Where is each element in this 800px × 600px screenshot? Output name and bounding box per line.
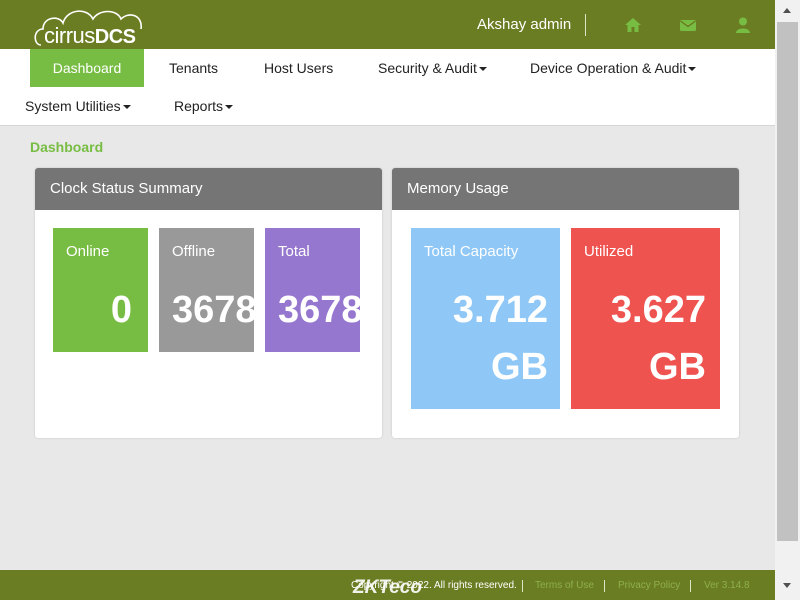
utilized-tile[interactable]: Utilized 3.627 GB [571,228,720,409]
user-icon[interactable] [734,16,752,34]
caret-down-icon [478,67,487,72]
memory-usage-title: Memory Usage [392,168,739,210]
scrollbar-thumb[interactable] [777,22,798,541]
total-capacity-unit: GB [491,346,548,388]
copyright-text: Copyright © 2022. All rights reserved. [351,580,517,591]
zkteco-logo: ZKTeco [353,577,422,598]
nav-device-operation-audit[interactable]: Device Operation & Audit [530,49,697,87]
utilized-value: 3.627 [610,289,706,331]
online-label: Online [66,243,110,260]
offline-value: 3678 [172,289,254,331]
total-label: Total [278,243,310,260]
total-tile[interactable]: Total 3678 [265,228,360,352]
clock-status-title: Clock Status Summary [35,168,382,210]
clock-status-panel: Clock Status Summary Online 0 Offline 36… [35,168,382,438]
terms-of-use-link[interactable]: Terms of Use [535,580,594,591]
nav-system-utilities[interactable]: System Utilities [25,87,131,125]
caret-down-icon [225,105,234,110]
utilized-unit: GB [649,346,706,388]
scroll-down-arrow-icon[interactable] [783,583,791,588]
total-value: 3678 [278,289,360,331]
nav-tenants[interactable]: Tenants [169,60,219,76]
nav-security-audit[interactable]: Security & Audit [378,49,487,87]
total-capacity-tile[interactable]: Total Capacity 3.712 GB [411,228,560,409]
cloud-icon [34,10,142,46]
footer: ZKTeco Copyright © 2022. All rights rese… [0,570,775,600]
offline-tile[interactable]: Offline 3678 [159,228,254,352]
header-divider [585,14,586,36]
scroll-up-arrow-icon[interactable] [783,8,791,13]
cirrusdcs-logo[interactable]: cirrusDCS [33,5,145,48]
footer-divider [604,580,605,592]
envelope-icon[interactable] [679,16,697,34]
nav-reports[interactable]: Reports [174,87,234,125]
top-bar: cirrusDCS Akshay admin [0,0,775,49]
user-name[interactable]: Akshay admin [477,16,572,33]
online-value: 0 [110,289,132,331]
logo-text-light: cirrus [44,23,95,48]
caret-down-icon [688,67,697,72]
home-icon[interactable] [624,16,642,34]
offline-label: Offline [172,243,216,260]
total-capacity-value: 3.712 [452,289,548,331]
footer-divider [522,580,523,592]
total-capacity-label: Total Capacity [424,243,519,260]
page-title: Dashboard [30,139,104,155]
nav-dashboard[interactable]: Dashboard [30,49,144,87]
online-tile[interactable]: Online 0 [53,228,148,352]
privacy-policy-link[interactable]: Privacy Policy [618,580,681,591]
caret-down-icon [122,105,131,110]
logo-text-bold: DCS [94,26,136,48]
utilized-label: Utilized [584,243,634,260]
nav-host-users[interactable]: Host Users [264,60,334,76]
footer-divider [690,580,691,592]
memory-usage-panel: Memory Usage Total Capacity 3.712 GB Uti… [392,168,739,438]
version-text: Ver 3.14.8 [704,580,750,591]
main-nav: Dashboard Tenants Host Users Security & … [0,49,775,126]
